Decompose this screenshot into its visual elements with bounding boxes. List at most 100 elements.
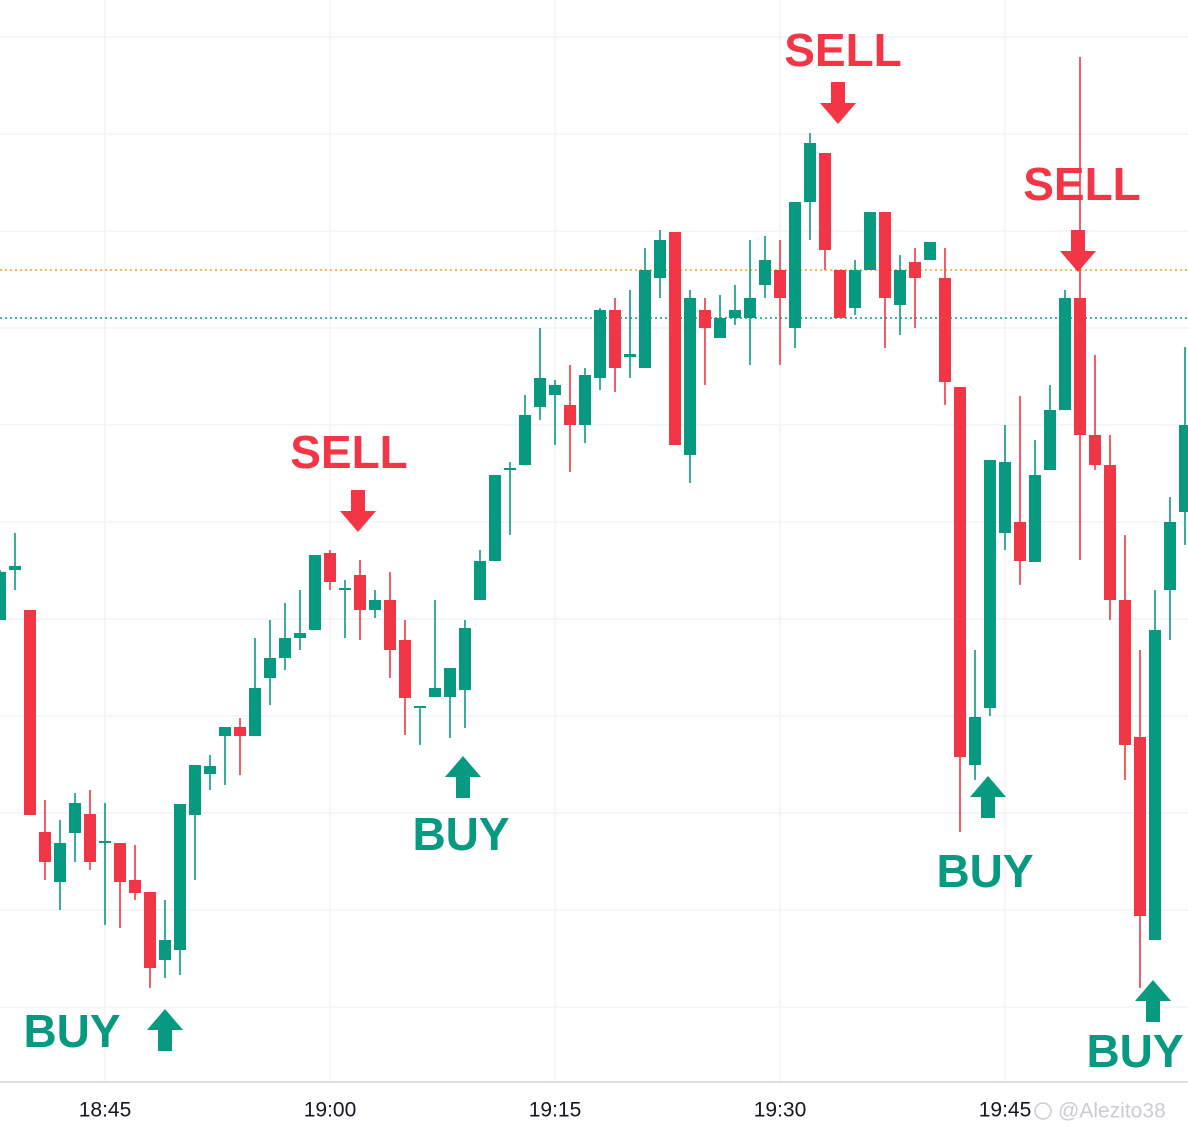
candle-body (879, 212, 891, 298)
x-tick-label: 18:45 (79, 1099, 132, 1122)
candle-body (549, 385, 561, 395)
candle-body (1074, 298, 1086, 435)
watermark-icon (1034, 1102, 1052, 1120)
candle-body (579, 375, 591, 425)
candle-body (459, 628, 471, 690)
grid (0, 0, 1188, 1082)
candle-body (9, 566, 21, 570)
candle-body (0, 572, 6, 620)
watermark-text: @Alezito38 (1058, 1100, 1166, 1123)
candle-body (519, 415, 531, 465)
candle-body (789, 202, 801, 328)
candle-body (864, 212, 876, 270)
candle-body (474, 561, 486, 600)
signal-arrow (970, 776, 1006, 818)
candle-body (909, 262, 921, 278)
candle-body (684, 298, 696, 455)
candle-body (819, 153, 831, 250)
price-lines (0, 269, 1188, 319)
candle-body (804, 143, 816, 202)
candle-body (444, 668, 456, 697)
candle-body (174, 804, 186, 950)
candle-body (729, 310, 741, 318)
candle-body (999, 462, 1011, 533)
candle-body (84, 814, 96, 862)
candle-body (624, 354, 636, 357)
signal-arrow (820, 82, 856, 124)
candle-body (969, 717, 981, 765)
candle-body (834, 270, 846, 318)
candle-body (1104, 465, 1116, 600)
signal-label: BUY (412, 808, 509, 860)
candle-body (1044, 410, 1056, 470)
x-tick-label: 19:45 (979, 1099, 1032, 1122)
candle-body (99, 841, 111, 843)
candle-body (159, 940, 171, 960)
candle-body (24, 610, 36, 815)
candle-body (534, 378, 546, 407)
candle-body (924, 242, 936, 260)
signal-arrow (147, 1009, 183, 1051)
signals: SELL SELL SELL BUY BUY BUY BUY (23, 24, 1183, 1077)
candles (0, 57, 1188, 988)
candle-body (129, 880, 141, 893)
candle-body (639, 270, 651, 368)
candle-body (294, 633, 306, 638)
candle-body (564, 405, 576, 425)
signal-arrow (1135, 980, 1171, 1022)
candle-body (489, 475, 501, 561)
candle-body (249, 688, 261, 736)
candle-body (234, 727, 246, 736)
candle-body (1089, 435, 1101, 465)
candle-body (699, 310, 711, 328)
signal-arrow (445, 756, 481, 798)
candle-body (324, 553, 336, 582)
candle-body (1119, 600, 1131, 745)
candle-body (669, 232, 681, 445)
signal-label: SELL (1023, 158, 1141, 210)
candle-body (54, 843, 66, 882)
candle-body (1134, 737, 1146, 916)
signal-arrow (1060, 230, 1096, 272)
candle-body (114, 843, 126, 882)
signal-label: BUY (1086, 1025, 1183, 1077)
candle-body (219, 727, 231, 736)
candle-body (309, 555, 321, 630)
candle-body (399, 640, 411, 698)
candle-body (609, 310, 621, 368)
candle-body (69, 803, 81, 833)
x-tick-label: 19:15 (529, 1099, 582, 1122)
candle-body (939, 278, 951, 382)
candle-body (1014, 522, 1026, 561)
candle-body (504, 468, 516, 470)
candle-body (189, 765, 201, 815)
candle-body (384, 600, 396, 650)
candle-body (1059, 298, 1071, 410)
signal-arrow (340, 490, 376, 532)
candle-body (1164, 522, 1176, 590)
candle-body (354, 575, 366, 610)
candle-body (339, 588, 351, 590)
candle-body (759, 260, 771, 285)
candle-body (264, 658, 276, 678)
candle-body (369, 600, 381, 610)
candle-body (429, 688, 441, 697)
signal-label: SELL (784, 24, 902, 76)
candle-body (39, 832, 51, 862)
candle-body (204, 766, 216, 774)
candle-body (954, 387, 966, 757)
candle-body (1149, 630, 1161, 940)
candle-body (279, 638, 291, 658)
candle-body (984, 460, 996, 708)
candle-body (594, 310, 606, 378)
candle-body (714, 318, 726, 338)
x-axis: 18:45 19:00 19:15 19:30 19:45 (79, 1099, 1032, 1122)
candle-body (849, 270, 861, 308)
signal-label: BUY (936, 845, 1033, 897)
signal-label: BUY (23, 1005, 120, 1057)
candle-body (774, 270, 786, 298)
signal-label: SELL (290, 426, 408, 478)
x-tick-label: 19:00 (304, 1099, 357, 1122)
